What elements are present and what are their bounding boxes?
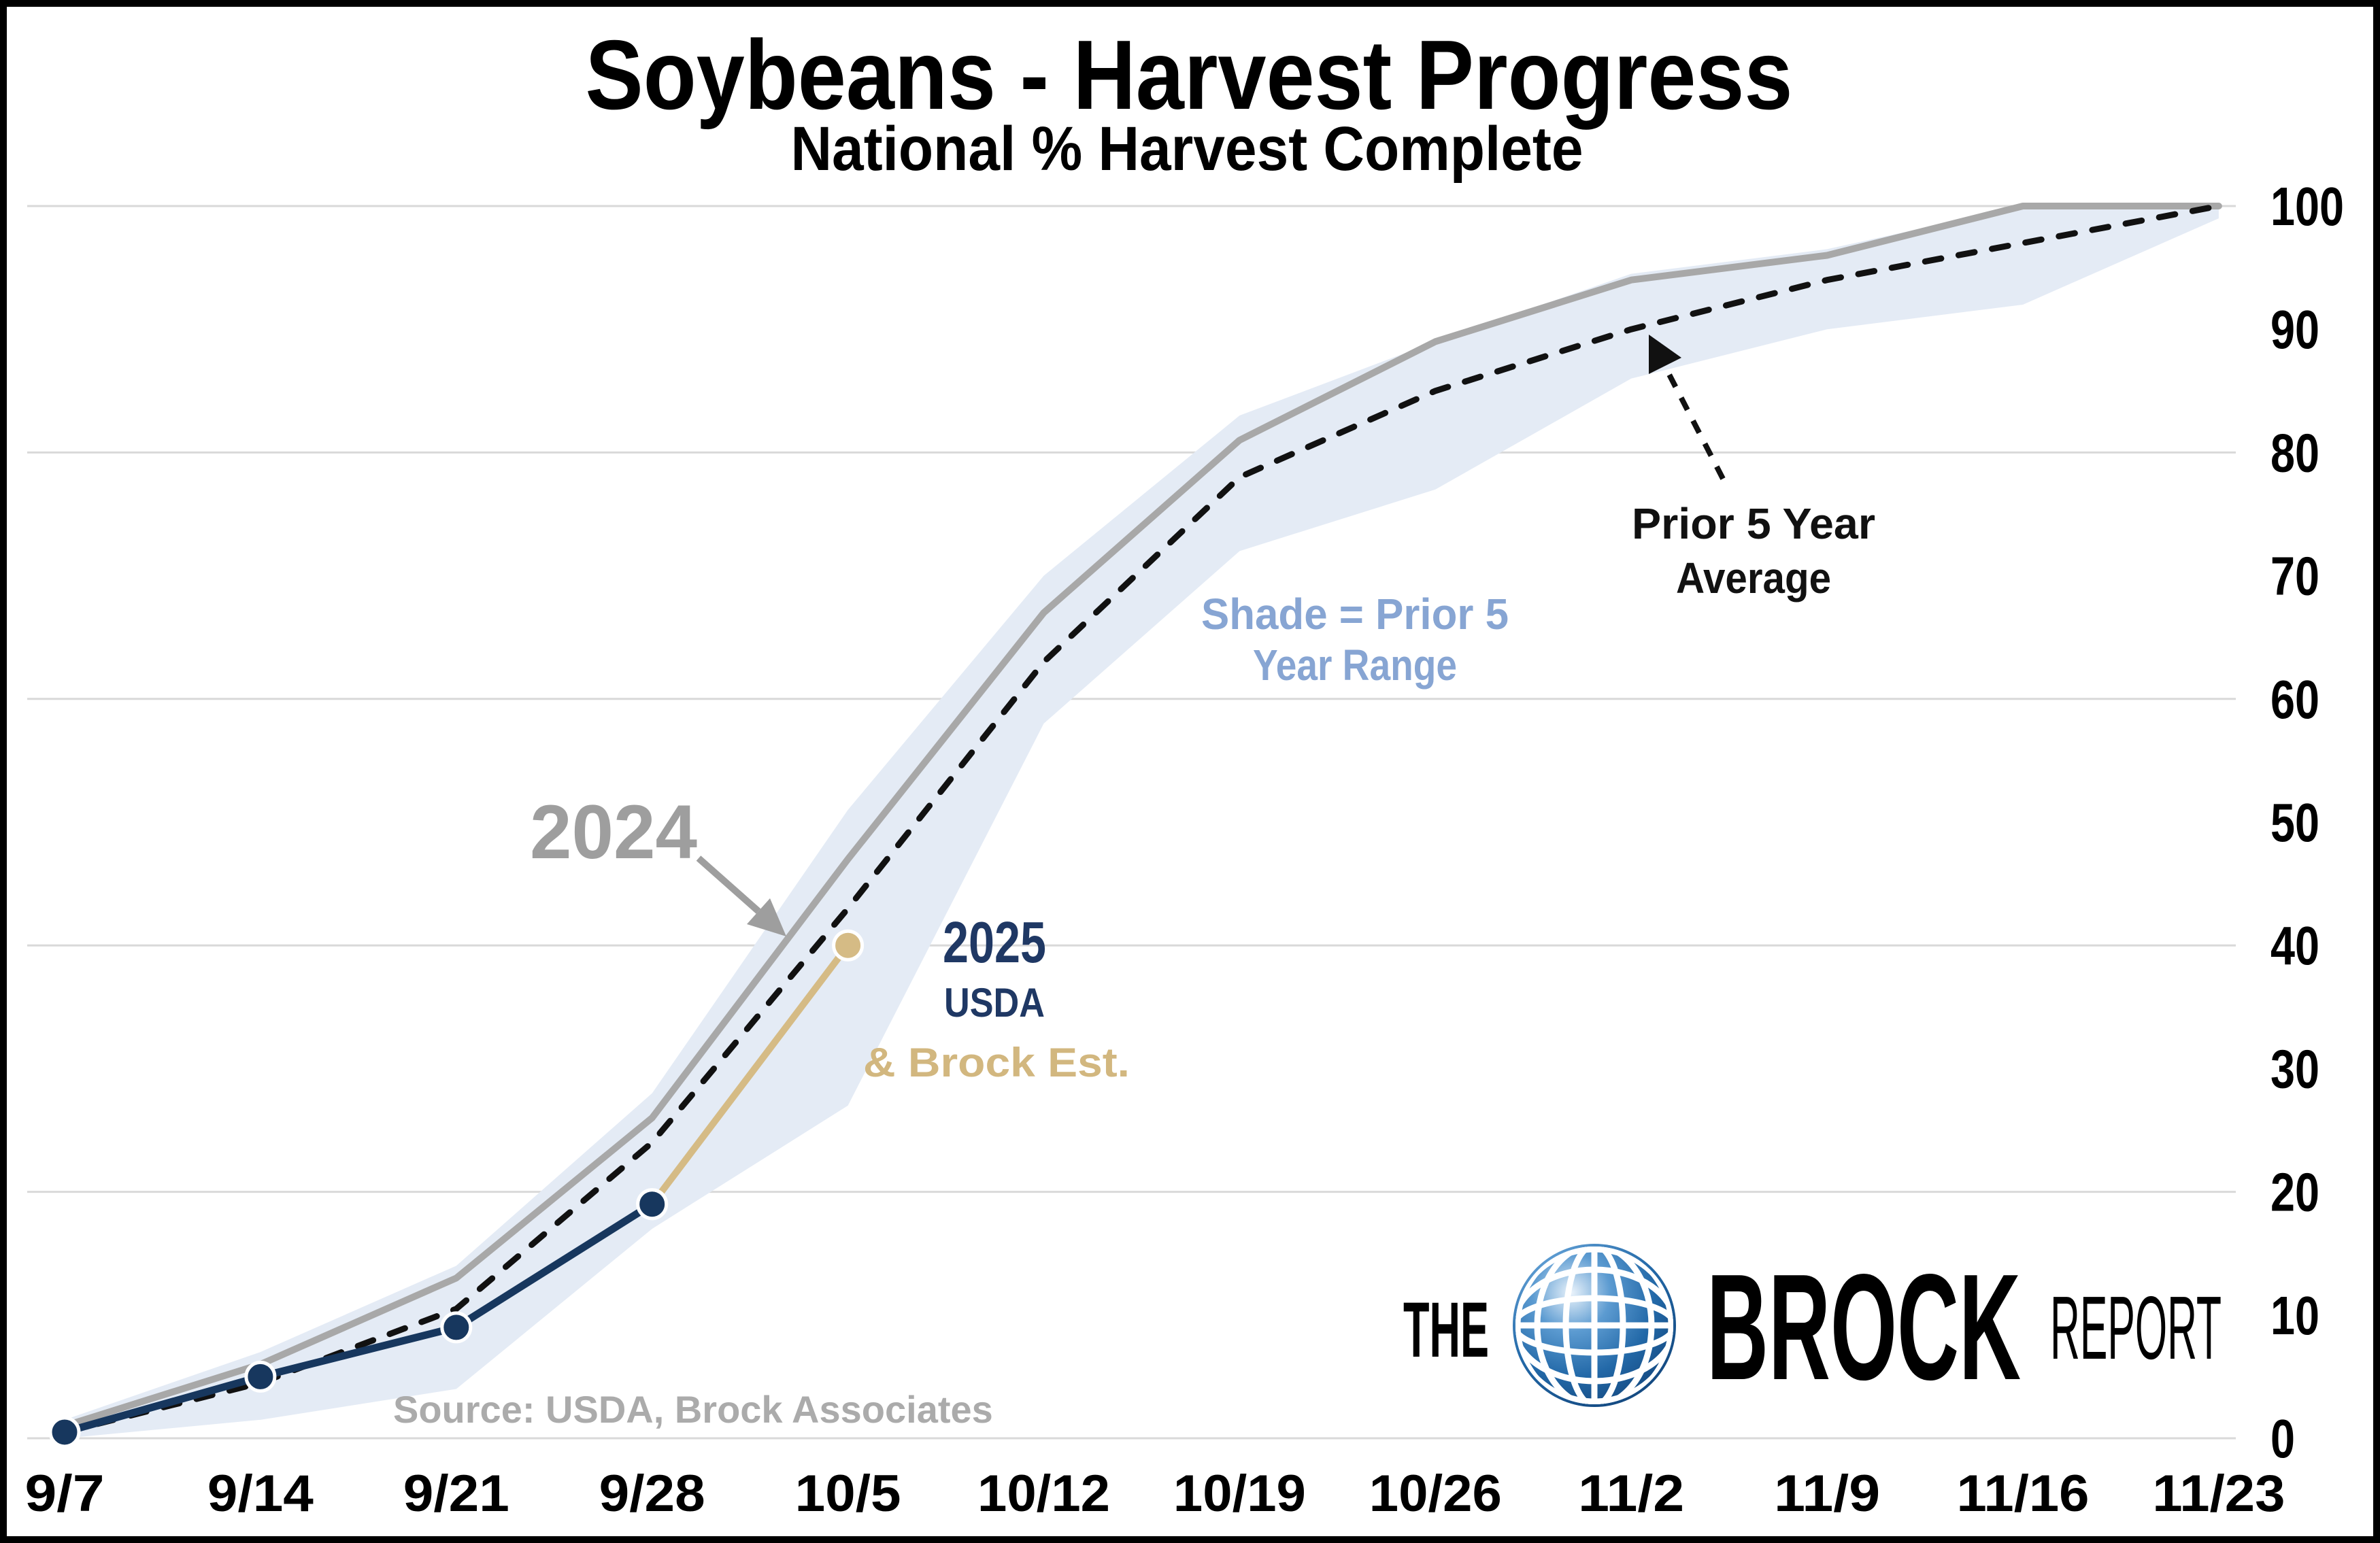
x-tick-label: 11/9 [1774,1465,1880,1523]
data-point-2025-usda [440,1311,473,1344]
logo-text-report: REPORT [2050,1278,2222,1378]
annotation-shade-label-line2: Year Range [1253,641,1457,690]
annotation-2024-label: 2024 [530,790,697,875]
y-tick-label: 10 [2270,1285,2319,1346]
annotation-brock-est-label: & Brock Est. [863,1040,1130,1085]
x-tick-label: 9/28 [599,1465,705,1523]
annotation-usda-label: USDA [944,980,1045,1025]
arrow-2024 [696,855,786,936]
annotation-prior-average-line1: Prior 5 Year [1632,499,1875,548]
x-tick-label: 10/12 [977,1465,1110,1523]
y-tick-label: 80 [2270,422,2319,483]
data-point-2025-usda [244,1360,277,1393]
x-tick-label: 9/21 [403,1465,509,1523]
y-tick-label: 20 [2270,1162,2319,1223]
globe-icon [1513,1244,1676,1407]
logo-text-brock: BROCK [1707,1243,2021,1412]
logo-text-the: THE [1403,1287,1489,1374]
line-2025-usda [61,1200,656,1436]
annotation-2025-label: 2025 [943,911,1046,975]
y-tick-label: 100 [2270,176,2344,237]
x-axis-tick-labels: 9/7 9/14 9/21 9/28 10/5 10/12 10/19 10/26 11/2 11… [25,1465,2285,1523]
y-tick-label: 0 [2270,1408,2295,1469]
x-tick-label: 11/23 [2152,1465,2285,1523]
x-tick-label: 9/7 [25,1465,105,1523]
annotation-prior-average-line2: Average [1676,554,1831,603]
page-title: Soybeans - Harvest Progress [586,20,1793,130]
y-tick-label: 30 [2270,1038,2319,1099]
x-tick-label: 11/16 [1957,1465,2090,1523]
x-tick-label: 10/19 [1173,1465,1306,1523]
brock-report-logo: THE BROCK REPORT [1403,1243,2222,1412]
data-point-2025-usda [636,1188,669,1221]
gridlines [27,205,2236,1440]
source-note: Source: USDA, Brock Associates [393,1388,993,1431]
y-tick-label: 90 [2270,299,2319,360]
data-series [48,203,2222,1448]
x-tick-label: 10/26 [1369,1465,1502,1523]
line-2025-brock-estimate [648,942,852,1208]
y-axis-tick-labels: 0 10 20 30 40 50 60 70 80 90 100 [2270,176,2344,1469]
x-tick-label: 11/2 [1578,1465,1684,1523]
annotation-shade-label-line1: Shade = Prior 5 [1201,590,1509,639]
y-tick-label: 40 [2270,915,2319,976]
data-point-2025-brock-estimate [832,929,865,962]
page-subtitle: National % Harvest Complete [791,114,1583,184]
y-tick-label: 60 [2270,669,2319,730]
arrow-prior-average [1649,335,1726,480]
y-tick-label: 50 [2270,792,2319,853]
x-tick-label: 9/14 [207,1465,314,1523]
data-point-2025-usda [48,1416,81,1448]
x-tick-label: 10/5 [795,1465,901,1523]
y-tick-label: 70 [2270,546,2319,607]
line-prior-5-year-average [61,203,2222,1436]
line-2024 [61,203,2222,1429]
